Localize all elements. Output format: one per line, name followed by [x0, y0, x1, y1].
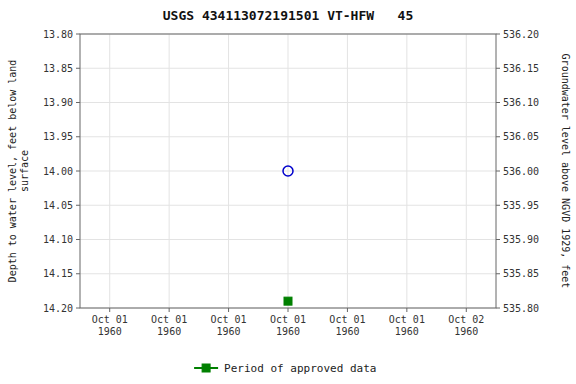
tick-mark	[496, 34, 500, 35]
tick-label: 13.95	[43, 131, 73, 142]
tick-label-line: Oct 01	[151, 314, 187, 325]
tick-mark	[288, 308, 289, 312]
tick-label: 14.20	[43, 303, 73, 314]
tick-mark	[496, 308, 500, 309]
legend-marker	[202, 364, 210, 372]
axis-label-line: Depth to water level, feet below land	[7, 60, 18, 283]
tick-label-line: 1960	[454, 326, 478, 337]
plot-frame	[80, 34, 496, 308]
tick-label: 536.20	[503, 29, 539, 40]
tick-label-line: 1960	[276, 326, 300, 337]
axis-label: Depth to water level, feet below landsur…	[7, 60, 30, 283]
tick-label: Oct 011960	[151, 314, 187, 337]
tick-mark	[76, 205, 80, 206]
tick-label: 13.90	[43, 97, 73, 108]
tick-label: 536.00	[503, 166, 539, 177]
tick-label-line: 1960	[157, 326, 181, 337]
tick-label-line: Oct 01	[329, 314, 365, 325]
tick-mark	[496, 102, 500, 103]
tick-mark	[466, 308, 467, 312]
tick-mark	[76, 308, 80, 309]
tick-label-line: Oct 01	[92, 314, 128, 325]
tick-mark	[76, 102, 80, 103]
tick-label: 14.00	[43, 166, 73, 177]
tick-label-line: 1960	[335, 326, 359, 337]
tick-mark	[347, 308, 348, 312]
tick-label: 535.85	[503, 268, 539, 279]
legend-label: Period of approved data	[224, 362, 376, 375]
tick-label: Oct 011960	[270, 314, 306, 337]
tick-mark	[76, 171, 80, 172]
tick-mark	[406, 308, 407, 312]
grid-line	[288, 34, 289, 308]
tick-label: Oct 021960	[448, 314, 484, 337]
tick-label-line: 1960	[395, 326, 419, 337]
tick-mark	[76, 239, 80, 240]
tick-label: 14.05	[43, 200, 73, 211]
tick-label: 536.05	[503, 131, 539, 142]
tick-label: 13.85	[43, 63, 73, 74]
grid-line	[406, 34, 407, 308]
tick-label: Oct 011960	[329, 314, 365, 337]
tick-label: 13.80	[43, 29, 73, 40]
tick-label-line: Oct 02	[448, 314, 484, 325]
tick-label: 14.10	[43, 234, 73, 245]
tick-label-line: Oct 01	[211, 314, 247, 325]
legend: Period of approved data	[194, 362, 376, 375]
data-point	[283, 166, 293, 176]
tick-label: 14.15	[43, 268, 73, 279]
tick-mark	[109, 308, 110, 312]
tick-mark	[76, 136, 80, 137]
tick-mark	[496, 205, 500, 206]
tick-label: Oct 011960	[389, 314, 425, 337]
tick-mark	[76, 273, 80, 274]
chart: 13.80 13.85 13.90 13.95 14.00 14.05 14.10 14.15…	[0, 0, 576, 384]
tick-label-line: 1960	[98, 326, 122, 337]
grid-line	[109, 34, 110, 308]
grid-line	[228, 34, 229, 308]
grid	[80, 34, 496, 308]
tick-label: Oct 011960	[211, 314, 247, 337]
grid-line	[347, 34, 348, 308]
tick-mark	[496, 273, 500, 274]
tick-mark	[76, 34, 80, 35]
tick-label-line: Oct 01	[270, 314, 306, 325]
tick-label: 536.10	[503, 97, 539, 108]
marks	[283, 166, 293, 305]
tick-mark	[228, 308, 229, 312]
tick-label: 535.95	[503, 200, 539, 211]
tick-label: 535.90	[503, 234, 539, 245]
tick-label-line: Oct 01	[389, 314, 425, 325]
tick-mark	[496, 239, 500, 240]
axis-label: Groundwater level above NGVD 1929, feet	[560, 54, 571, 289]
axis-label-line: surface	[19, 150, 30, 192]
tick-label: 536.15	[503, 63, 539, 74]
grid-line	[466, 34, 467, 308]
tick-label: 535.80	[503, 303, 539, 314]
tick-label-line: 1960	[217, 326, 241, 337]
tick-mark	[76, 68, 80, 69]
grid-line	[169, 34, 170, 308]
data-point	[284, 297, 292, 305]
tick-mark	[496, 171, 500, 172]
tick-mark	[169, 308, 170, 312]
tick-label: Oct 011960	[92, 314, 128, 337]
tick-mark	[496, 136, 500, 137]
title: USGS 434113072191501 VT-HFW 45	[163, 8, 413, 23]
tick-mark	[496, 68, 500, 69]
